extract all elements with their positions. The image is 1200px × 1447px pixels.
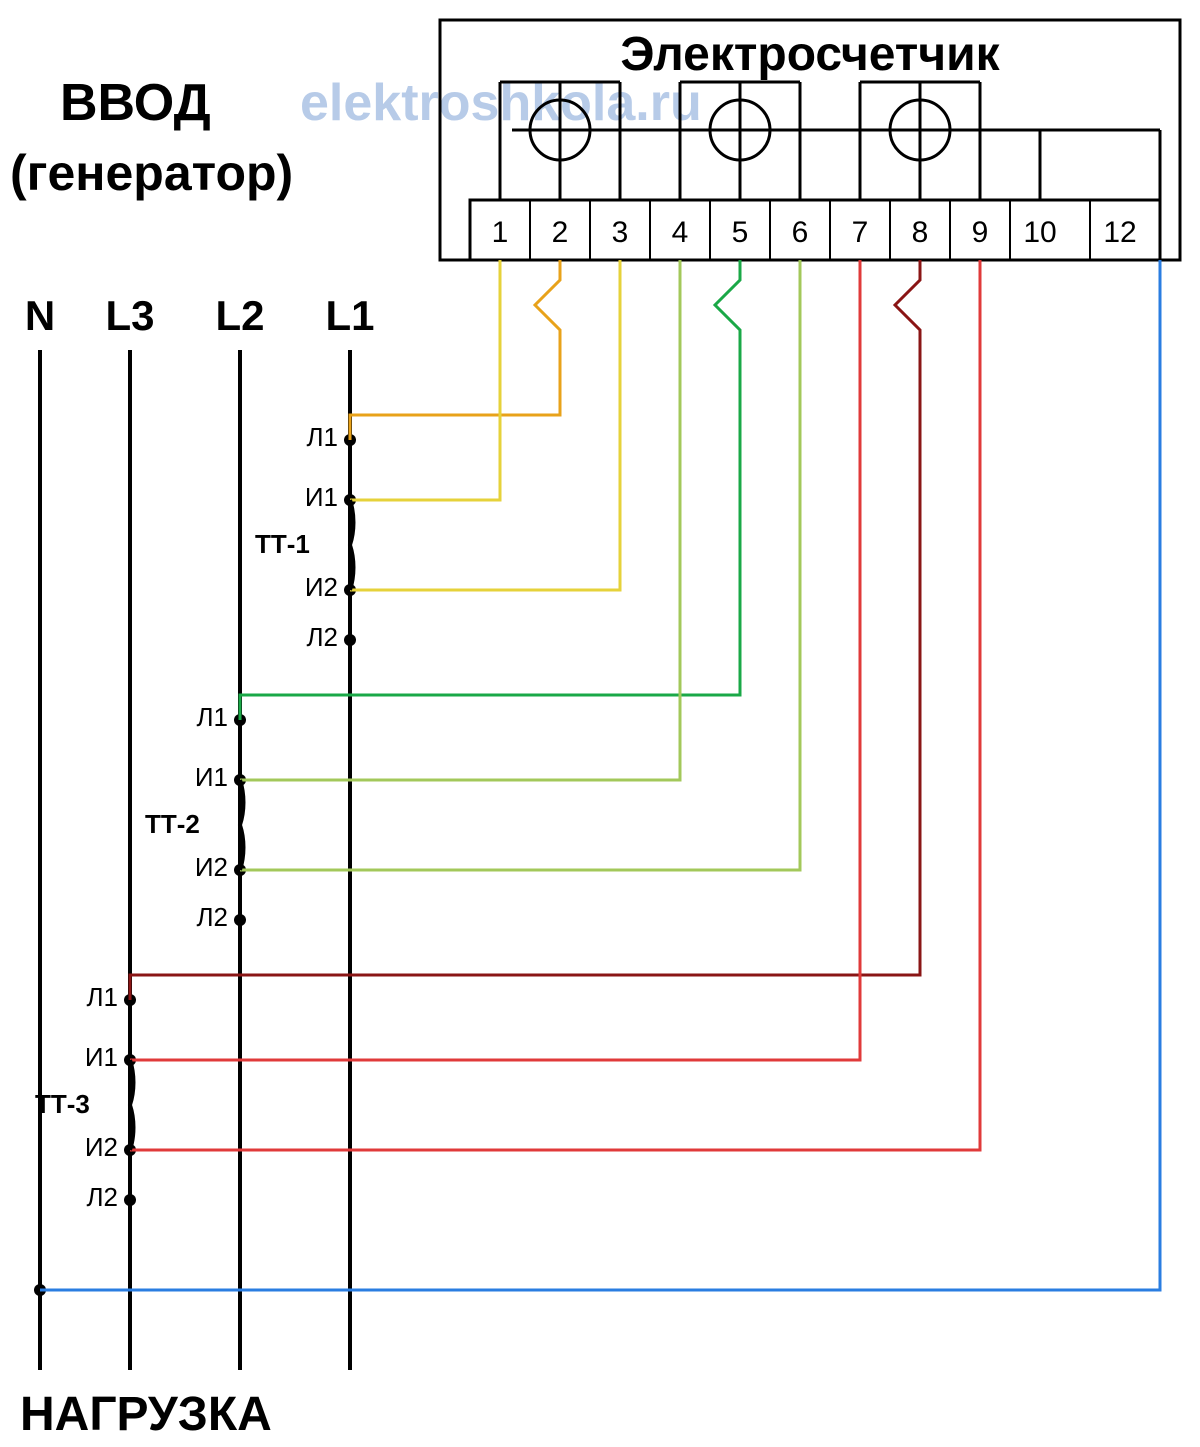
- phase-label-L1: L1: [325, 292, 374, 339]
- wiring-layer: Л1 И1 И2 Л2 ТТ-1 Л1 И1 И2 Л2 ТТ-2 Л1 И1 И2 Л2 ТТ-3: [35, 260, 980, 1212]
- wire-voltage-TT-1: [380, 260, 560, 415]
- wire-voltage-TT-3: [160, 260, 920, 975]
- pt-TT-2-l1: Л1: [196, 702, 228, 732]
- pt-TT-1-i2: И2: [305, 572, 338, 602]
- terminal-6: 6: [792, 216, 809, 249]
- wire-i1-TT-2: [240, 260, 680, 780]
- terminal-5: 5: [732, 216, 749, 249]
- terminal-12: 12: [1103, 216, 1136, 249]
- ct-label-ТТ-2: ТТ-2: [145, 809, 200, 839]
- ct-label-ТТ-3: ТТ-3: [35, 1089, 90, 1119]
- pt-TT-3-i1: И1: [85, 1042, 118, 1072]
- pt-TT-1-i1: И1: [305, 482, 338, 512]
- input-title-1: ВВОД: [60, 74, 211, 132]
- pt-TT-2-l2: Л2: [196, 902, 228, 932]
- terminal-10: 10: [1023, 216, 1056, 249]
- wire-i2-TT-1: [350, 260, 620, 590]
- terminal-2: 2: [552, 216, 569, 249]
- phase-label-L2: L2: [215, 292, 264, 339]
- pt-TT-1-l2: Л2: [306, 622, 338, 652]
- terminal-3: 3: [612, 216, 629, 249]
- terminal-9: 9: [972, 216, 989, 249]
- pt-TT-3-l2: Л2: [86, 1182, 118, 1212]
- pt-TT-3-l1: Л1: [86, 982, 118, 1012]
- terminal-1: 1: [492, 216, 509, 249]
- input-title-2: (генератор): [10, 145, 293, 201]
- phase-label-L3: L3: [105, 292, 154, 339]
- phase-label-N: N: [25, 292, 55, 339]
- terminal-cells: 1234567891012: [492, 200, 1137, 260]
- pt-TT-1-l1: Л1: [306, 422, 338, 452]
- pt-TT-3-i2: И2: [85, 1132, 118, 1162]
- wire-i2-TT-3: [130, 260, 980, 1150]
- pt-TT-2-i2: И2: [195, 852, 228, 882]
- terminal-4: 4: [672, 216, 689, 249]
- pt-TT-2-i1: И1: [195, 762, 228, 792]
- terminal-7: 7: [852, 216, 869, 249]
- ct-label-ТТ-1: ТТ-1: [255, 529, 310, 559]
- terminal-8: 8: [912, 216, 929, 249]
- load-label: НАГРУЗКА: [20, 1388, 272, 1441]
- meter-title: Электросчетчик: [620, 28, 1000, 81]
